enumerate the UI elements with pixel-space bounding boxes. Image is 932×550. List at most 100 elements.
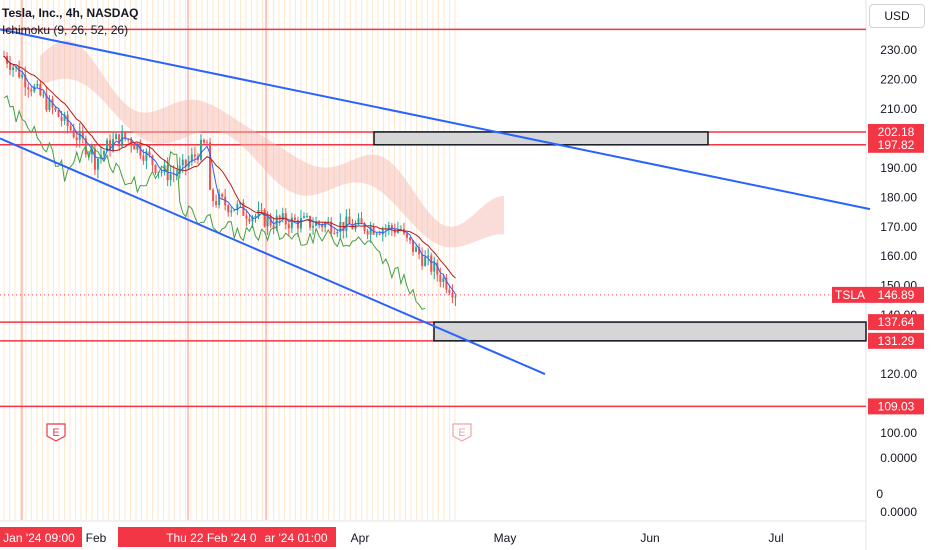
- candle-body: [399, 228, 402, 230]
- candle-body: [312, 225, 315, 228]
- candle-body: [75, 137, 78, 141]
- time-badge: [0, 527, 82, 547]
- candle-body: [36, 84, 39, 87]
- candle-body: [372, 226, 375, 235]
- candle-body: [227, 205, 230, 213]
- candle-body: [330, 221, 333, 234]
- candle-body: [133, 145, 136, 150]
- ichimoku-lagging-span: [3, 94, 426, 311]
- x-tick-label: Feb: [86, 531, 107, 545]
- level-badge-text: 202.18: [878, 125, 915, 139]
- candle-body: [278, 215, 281, 220]
- candle-body: [148, 151, 151, 156]
- candle-body: [190, 154, 193, 162]
- candle-body: [102, 151, 105, 155]
- candle-body: [87, 154, 90, 156]
- candle-body: [412, 240, 415, 252]
- candle-body: [45, 94, 48, 111]
- candle-body: [421, 254, 424, 266]
- candle-body: [221, 194, 224, 197]
- candle-body: [409, 237, 412, 241]
- candle-body: [48, 99, 51, 111]
- candle-body: [142, 155, 145, 161]
- candle-body: [296, 220, 299, 229]
- candle-body: [206, 142, 209, 144]
- candle-body: [96, 158, 99, 170]
- candle-body: [145, 151, 148, 161]
- level-badge: [868, 332, 924, 349]
- candle-body: [215, 201, 218, 205]
- candle-body: [169, 173, 172, 181]
- candle-body: [233, 210, 236, 212]
- level-badge-text: 109.03: [878, 399, 915, 413]
- support-zone: [433, 321, 867, 342]
- candle-body: [427, 255, 430, 258]
- candle-body: [154, 165, 157, 174]
- x-tick-label: May: [494, 531, 517, 545]
- candle-body: [124, 132, 127, 139]
- last-price-badge: [868, 286, 924, 303]
- time-badge-text: Jan '24 09:00: [3, 531, 75, 545]
- candle-body: [242, 202, 245, 216]
- candle-body: [160, 171, 163, 173]
- y-tick-label: 170.00: [880, 220, 917, 234]
- candle-body: [345, 216, 348, 232]
- candle-body: [302, 216, 305, 218]
- candle-body: [199, 139, 202, 160]
- candle-body: [360, 218, 363, 224]
- candle-body: [442, 277, 445, 283]
- candle-body: [109, 140, 112, 151]
- candle-body: [415, 247, 418, 252]
- earnings-icon: [46, 423, 66, 442]
- candle-body: [321, 224, 324, 228]
- candle-body: [175, 173, 178, 175]
- candle-body: [366, 231, 369, 235]
- candle-body: [375, 233, 378, 235]
- candle-body: [193, 154, 196, 157]
- candle-body: [387, 225, 390, 229]
- candle-body: [54, 107, 57, 110]
- candle-body: [69, 126, 72, 131]
- candle-body: [327, 221, 330, 223]
- candle-body: [218, 194, 221, 205]
- candle-body: [454, 296, 457, 298]
- candle-body: [260, 209, 263, 211]
- candle-body: [306, 215, 308, 217]
- earnings-label: E: [458, 427, 465, 439]
- candle-body: [445, 277, 448, 290]
- candle-body: [236, 204, 239, 211]
- candle-body: [357, 218, 360, 224]
- y-tick-label: 160.00: [880, 249, 917, 263]
- earnings-marker: E: [452, 423, 472, 442]
- level-badge: [868, 314, 924, 331]
- candle-body: [436, 262, 439, 275]
- candle-body: [424, 257, 427, 266]
- candle-body: [293, 217, 296, 221]
- candle-body: [439, 274, 442, 283]
- last-price-text: 146.89: [878, 288, 915, 302]
- symbol-badge: [832, 286, 868, 303]
- candle-body: [60, 116, 63, 121]
- x-tick-label: Apr: [351, 531, 370, 545]
- candle-body: [181, 159, 184, 166]
- candle-body: [24, 74, 27, 88]
- indicator-label[interactable]: Ichimoku (9, 26, 52, 26): [2, 23, 129, 37]
- time-badge: [256, 527, 336, 547]
- candle-body: [78, 131, 81, 141]
- candle-body: [212, 189, 215, 202]
- candle-body: [115, 134, 118, 140]
- earnings-label: E: [52, 427, 59, 439]
- ichimoku-base-line: [3, 55, 456, 279]
- candle-body: [290, 217, 293, 229]
- currency-button[interactable]: USD: [869, 4, 925, 28]
- candle-body: [405, 233, 408, 238]
- candle-body: [209, 142, 212, 190]
- candle-body: [333, 233, 336, 235]
- level-badge-text: 131.29: [878, 334, 915, 348]
- candle-body: [430, 255, 433, 272]
- candle-body: [90, 148, 93, 155]
- candle-body: [378, 233, 381, 235]
- candle-body: [72, 130, 75, 138]
- candle-body: [381, 229, 384, 235]
